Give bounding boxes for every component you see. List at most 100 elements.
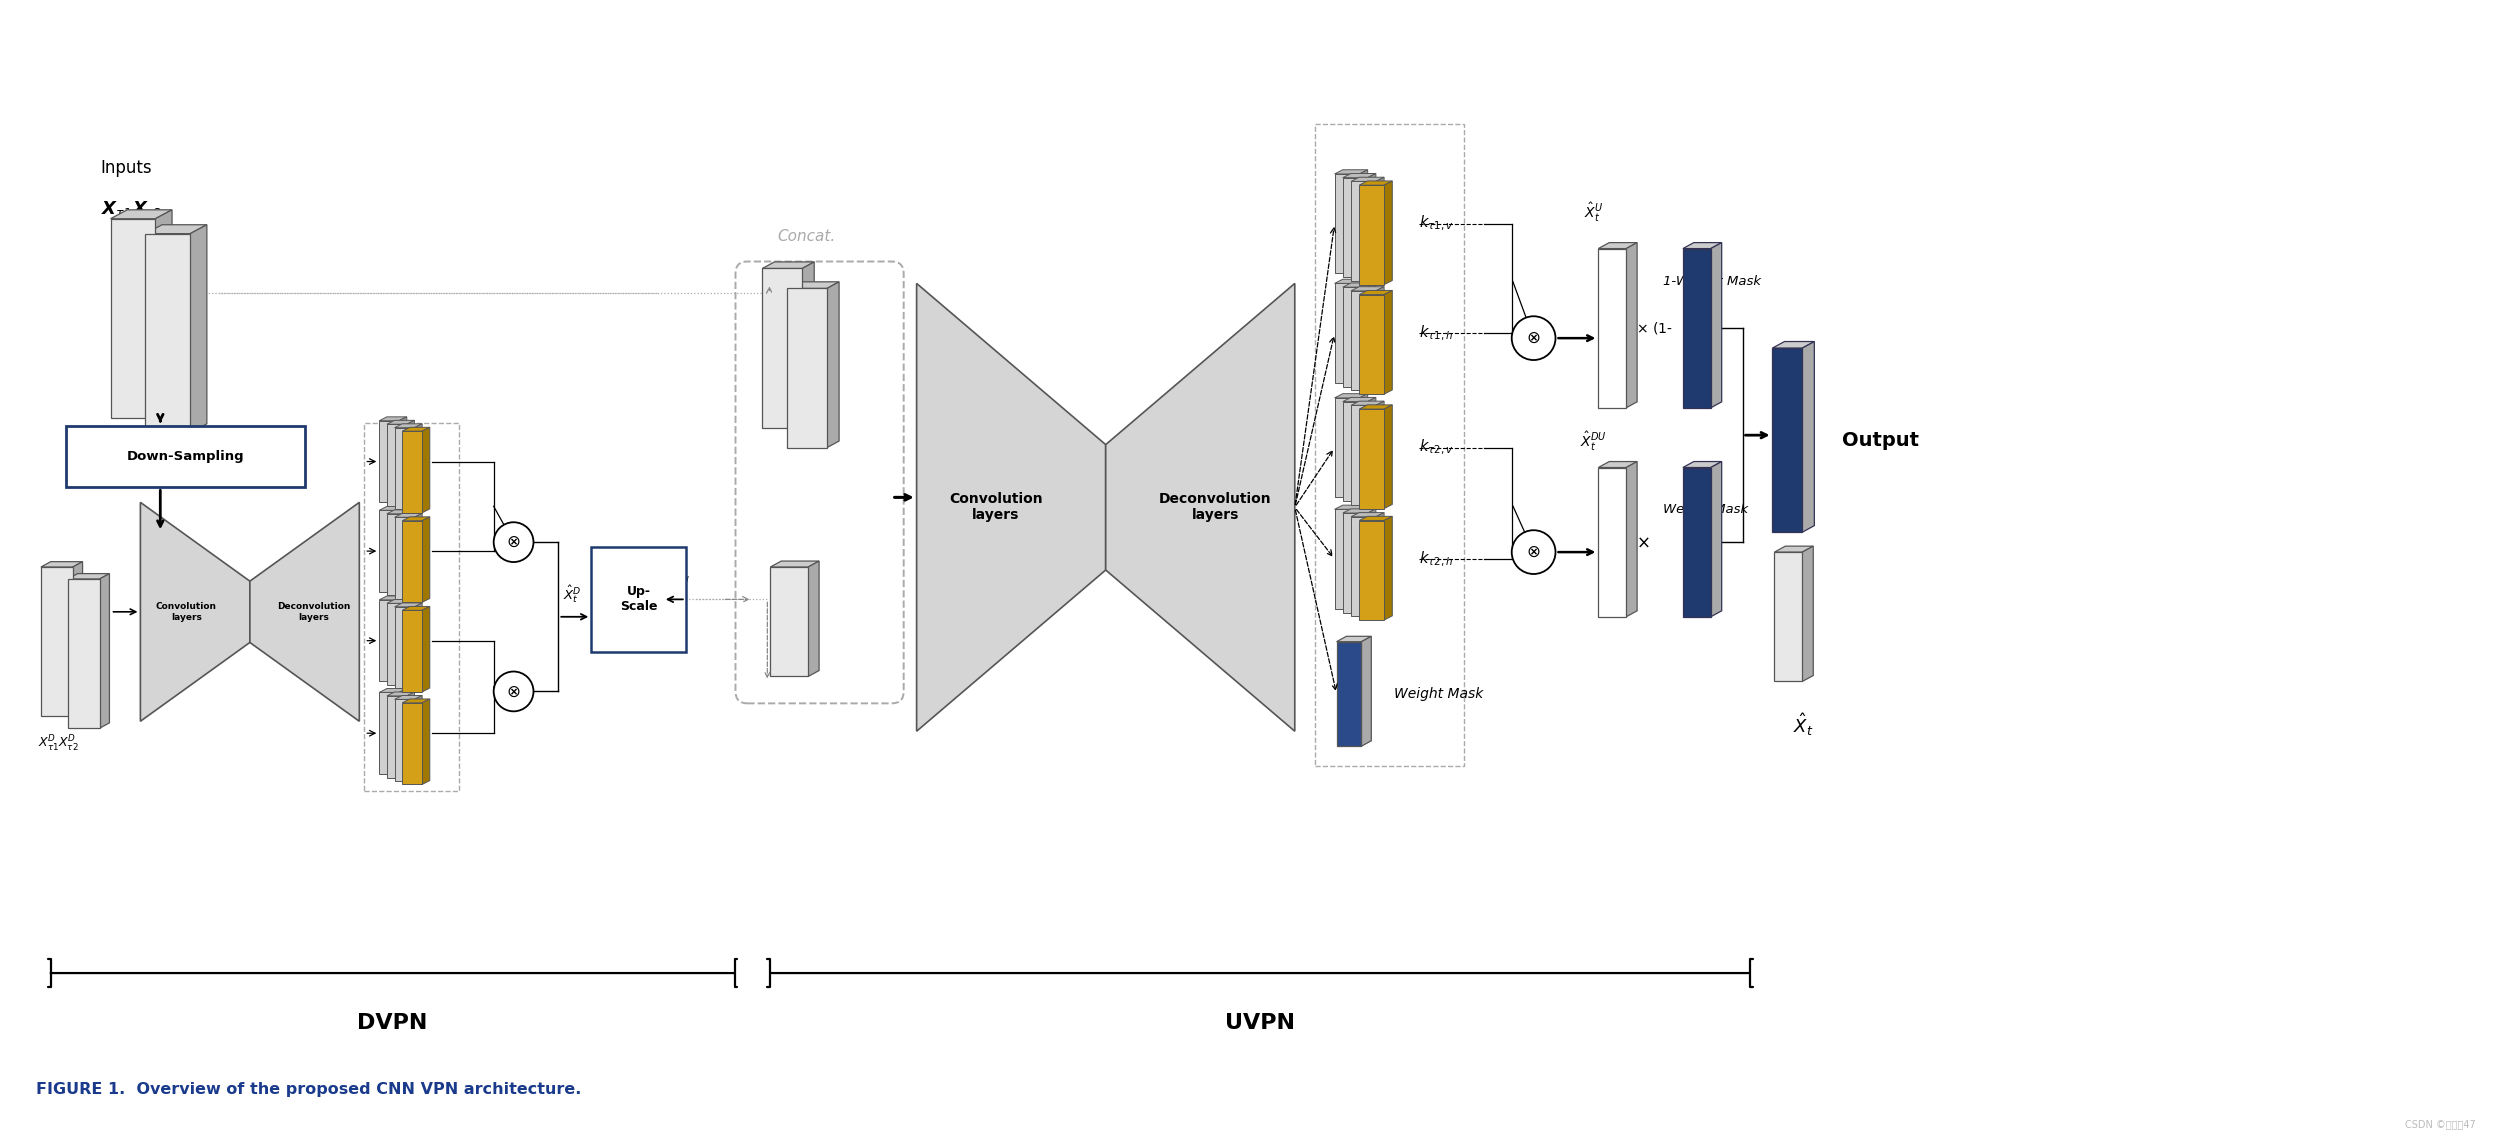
Polygon shape [787, 288, 827, 447]
Polygon shape [1106, 283, 1296, 732]
Polygon shape [1598, 468, 1626, 617]
Polygon shape [387, 603, 407, 685]
Polygon shape [1336, 641, 1361, 747]
Polygon shape [400, 596, 407, 681]
Polygon shape [402, 428, 429, 431]
Polygon shape [395, 517, 415, 599]
Text: 1-Weight Mask: 1-Weight Mask [1663, 275, 1760, 288]
Polygon shape [395, 514, 422, 517]
Polygon shape [1383, 290, 1393, 395]
Polygon shape [1368, 283, 1376, 387]
Polygon shape [1351, 287, 1383, 291]
Polygon shape [1710, 243, 1723, 408]
Polygon shape [380, 507, 407, 510]
Polygon shape [1383, 516, 1393, 621]
Text: $\times$ (1-: $\times$ (1- [1636, 320, 1673, 336]
Polygon shape [380, 596, 407, 600]
Text: $\hat{X}^{DU}_t$: $\hat{X}^{DU}_t$ [664, 572, 689, 594]
Polygon shape [40, 562, 82, 567]
Polygon shape [1358, 405, 1393, 409]
Polygon shape [1333, 174, 1358, 273]
Polygon shape [1333, 398, 1358, 498]
Polygon shape [387, 600, 415, 603]
Polygon shape [415, 603, 422, 688]
Polygon shape [415, 695, 422, 781]
Polygon shape [380, 421, 400, 502]
Polygon shape [1710, 461, 1723, 617]
Polygon shape [402, 699, 429, 703]
Polygon shape [395, 423, 422, 428]
Polygon shape [190, 225, 207, 432]
Polygon shape [809, 561, 819, 677]
Text: Down-Sampling: Down-Sampling [127, 450, 245, 463]
Polygon shape [395, 695, 422, 700]
Text: $X^D_{\tau 1}X^D_{\tau 2}$: $X^D_{\tau 1}X^D_{\tau 2}$ [37, 734, 77, 755]
Polygon shape [1333, 283, 1358, 383]
Polygon shape [1343, 287, 1368, 387]
Polygon shape [387, 420, 415, 424]
Polygon shape [395, 700, 415, 781]
Polygon shape [380, 688, 407, 693]
Polygon shape [1376, 287, 1383, 390]
Polygon shape [402, 521, 422, 602]
Circle shape [1511, 530, 1556, 574]
Polygon shape [1343, 178, 1368, 278]
Polygon shape [67, 574, 110, 579]
Polygon shape [400, 688, 407, 774]
Polygon shape [1383, 405, 1393, 508]
Polygon shape [1775, 552, 1803, 681]
Polygon shape [1343, 401, 1368, 501]
Polygon shape [1358, 295, 1383, 395]
Polygon shape [1358, 279, 1368, 383]
Polygon shape [1368, 509, 1376, 612]
Polygon shape [1598, 249, 1626, 408]
Polygon shape [1803, 342, 1815, 532]
Polygon shape [1351, 181, 1376, 281]
Polygon shape [72, 562, 82, 717]
Polygon shape [1376, 178, 1383, 281]
Polygon shape [1358, 181, 1393, 185]
Polygon shape [400, 416, 407, 502]
Polygon shape [1358, 290, 1393, 295]
Text: FIGURE 1.  Overview of the proposed CNN VPN architecture.: FIGURE 1. Overview of the proposed CNN V… [35, 1082, 582, 1097]
Text: Output: Output [1843, 430, 1920, 450]
Polygon shape [1358, 505, 1368, 609]
Polygon shape [1683, 468, 1710, 617]
Polygon shape [1368, 173, 1376, 278]
Text: Convolution
layers: Convolution layers [155, 602, 217, 622]
Polygon shape [1358, 393, 1368, 498]
Polygon shape [140, 502, 250, 721]
Polygon shape [387, 692, 415, 696]
Polygon shape [916, 283, 1106, 732]
Polygon shape [1351, 513, 1383, 517]
Text: $\otimes$: $\otimes$ [507, 533, 522, 552]
Text: $\hat{X}^D_t$: $\hat{X}^D_t$ [564, 583, 582, 604]
Polygon shape [422, 428, 429, 513]
Polygon shape [387, 696, 407, 778]
Text: Inputs: Inputs [100, 159, 152, 177]
Polygon shape [1343, 509, 1376, 513]
Polygon shape [402, 703, 422, 785]
Polygon shape [407, 600, 415, 685]
Polygon shape [1626, 243, 1638, 408]
Polygon shape [827, 282, 839, 447]
Polygon shape [1683, 461, 1723, 468]
Text: Convolution
layers: Convolution layers [949, 492, 1044, 522]
Polygon shape [1333, 505, 1368, 509]
Polygon shape [1333, 170, 1368, 174]
Polygon shape [1343, 173, 1376, 178]
Polygon shape [1376, 401, 1383, 505]
Polygon shape [1358, 516, 1393, 521]
Polygon shape [1803, 546, 1813, 681]
Text: $k_{\tau 1,v}$: $k_{\tau 1,v}$ [1418, 214, 1453, 233]
Polygon shape [407, 420, 415, 506]
Polygon shape [67, 579, 100, 728]
Polygon shape [1598, 461, 1638, 468]
Polygon shape [387, 514, 407, 595]
Polygon shape [155, 210, 172, 418]
Polygon shape [415, 423, 422, 509]
Polygon shape [1351, 405, 1376, 505]
Polygon shape [1333, 509, 1358, 609]
Polygon shape [1358, 521, 1383, 621]
Polygon shape [422, 699, 429, 785]
